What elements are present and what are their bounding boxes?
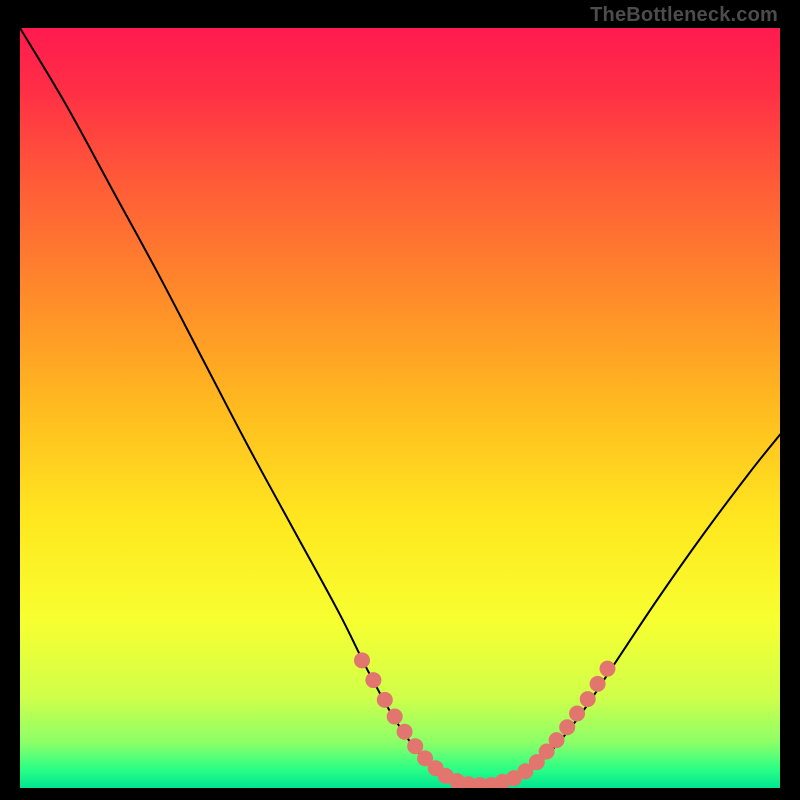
chart-frame: TheBottleneck.com	[0, 0, 800, 800]
plot-background	[20, 28, 780, 788]
watermark-text: TheBottleneck.com	[590, 4, 778, 27]
marker-dot	[387, 709, 403, 725]
marker-dot	[397, 724, 413, 740]
marker-dot	[365, 672, 381, 688]
marker-dot	[590, 676, 606, 692]
marker-dot	[580, 691, 596, 707]
marker-dot	[569, 706, 585, 722]
marker-dot	[559, 719, 575, 735]
marker-dot	[354, 652, 370, 668]
marker-dot	[377, 692, 393, 708]
marker-dot	[599, 661, 615, 677]
bottleneck-chart	[20, 28, 780, 788]
marker-dot	[549, 732, 565, 748]
